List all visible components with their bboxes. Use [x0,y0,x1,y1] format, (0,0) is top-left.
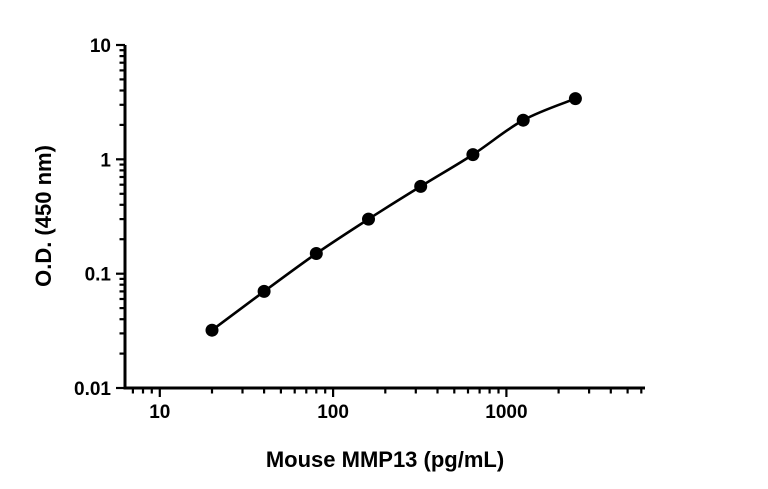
x-tick-label: 100 [317,402,349,423]
x-tick-label: 1000 [485,402,527,423]
y-tick-label: 0.1 [85,265,112,286]
data-point [257,284,271,298]
data-point [309,247,323,260]
y-axis-label: O.D. (450 nm) [31,145,56,287]
y-tick-label: 10 [90,36,111,57]
data-point [414,179,428,193]
data-point [205,323,219,337]
x-tick-label: 10 [149,402,170,423]
y-tick-label: 1 [100,150,111,171]
x-axis-label: Mouse MMP13 (pg/mL) [265,447,505,472]
data-point [466,148,480,162]
y-tick-label: 0.01 [74,379,111,400]
data-point [362,212,375,226]
data-point [568,92,582,106]
data-point [516,113,530,127]
